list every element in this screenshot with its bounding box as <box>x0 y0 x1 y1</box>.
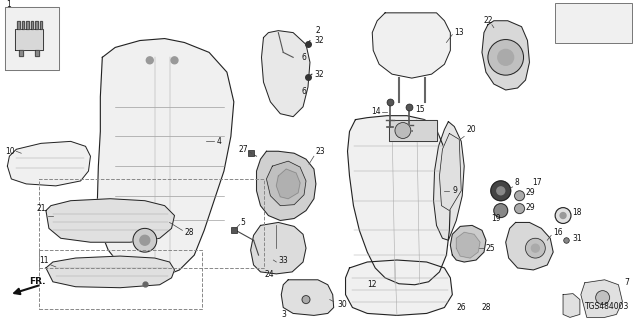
Polygon shape <box>35 21 38 29</box>
Circle shape <box>302 296 310 304</box>
Text: 17: 17 <box>532 179 542 188</box>
Polygon shape <box>97 38 234 278</box>
Bar <box>555 3 632 43</box>
Polygon shape <box>506 222 553 270</box>
Text: 13: 13 <box>454 28 464 37</box>
Circle shape <box>596 291 609 305</box>
Polygon shape <box>35 51 39 56</box>
Polygon shape <box>40 21 42 29</box>
Text: 21: 21 <box>36 204 45 213</box>
Text: 11: 11 <box>39 256 49 265</box>
Polygon shape <box>46 256 175 288</box>
Text: 26: 26 <box>456 303 466 312</box>
Polygon shape <box>456 232 480 258</box>
Text: 22: 22 <box>484 16 493 25</box>
Text: 28: 28 <box>184 228 194 237</box>
Circle shape <box>531 244 540 252</box>
Polygon shape <box>440 133 461 211</box>
Text: 27: 27 <box>239 145 248 154</box>
Circle shape <box>133 228 157 252</box>
Polygon shape <box>26 21 29 29</box>
Polygon shape <box>281 280 333 316</box>
Circle shape <box>494 204 508 218</box>
Text: TGS484003: TGS484003 <box>585 302 629 311</box>
Text: 20: 20 <box>466 125 476 134</box>
Polygon shape <box>389 120 436 141</box>
Polygon shape <box>17 21 20 29</box>
Polygon shape <box>251 222 306 274</box>
Text: 32: 32 <box>314 70 324 79</box>
Text: 29: 29 <box>525 203 535 212</box>
Text: 12: 12 <box>367 280 377 289</box>
Text: 15: 15 <box>415 105 424 114</box>
Polygon shape <box>348 116 451 285</box>
Polygon shape <box>22 21 24 29</box>
Polygon shape <box>266 161 306 206</box>
Polygon shape <box>563 294 580 317</box>
Text: 30: 30 <box>338 300 348 309</box>
Polygon shape <box>262 31 310 117</box>
Bar <box>39 250 202 309</box>
Polygon shape <box>451 225 486 262</box>
Polygon shape <box>257 151 316 220</box>
Bar <box>39 179 264 268</box>
Polygon shape <box>15 29 43 51</box>
Circle shape <box>140 235 150 245</box>
Polygon shape <box>5 7 59 70</box>
Text: 4: 4 <box>217 137 222 146</box>
Circle shape <box>488 40 524 75</box>
Text: 3: 3 <box>281 310 286 319</box>
Circle shape <box>515 204 525 213</box>
Text: 5: 5 <box>241 218 246 227</box>
Text: 25: 25 <box>486 244 495 253</box>
Polygon shape <box>46 199 175 242</box>
Text: 19: 19 <box>491 214 500 223</box>
Text: FR.: FR. <box>29 277 45 286</box>
Polygon shape <box>31 21 33 29</box>
Text: 24: 24 <box>264 270 274 279</box>
Text: 7: 7 <box>625 278 629 287</box>
Circle shape <box>498 49 514 65</box>
Circle shape <box>171 57 178 64</box>
Polygon shape <box>8 141 90 186</box>
Text: 6: 6 <box>301 53 306 62</box>
Polygon shape <box>482 21 529 90</box>
Circle shape <box>560 212 566 219</box>
Polygon shape <box>346 260 452 316</box>
Text: 32: 32 <box>314 36 324 45</box>
Polygon shape <box>581 280 622 317</box>
Circle shape <box>555 208 571 223</box>
Polygon shape <box>19 51 23 56</box>
Text: 1: 1 <box>6 0 11 9</box>
Text: 8: 8 <box>515 179 520 188</box>
Text: 10: 10 <box>5 147 15 156</box>
Text: 33: 33 <box>278 256 288 265</box>
Text: 14: 14 <box>371 107 381 116</box>
Circle shape <box>515 191 525 201</box>
Polygon shape <box>276 169 300 199</box>
Text: 6: 6 <box>301 87 306 96</box>
Circle shape <box>491 181 511 201</box>
Text: 9: 9 <box>452 186 457 195</box>
Polygon shape <box>433 122 464 240</box>
Circle shape <box>497 187 505 195</box>
Circle shape <box>147 57 153 64</box>
Text: 2: 2 <box>316 26 321 35</box>
Circle shape <box>395 123 411 139</box>
Text: 29: 29 <box>525 188 535 197</box>
Text: 16: 16 <box>553 228 563 237</box>
Text: 18: 18 <box>572 208 582 217</box>
Text: 28: 28 <box>481 303 490 312</box>
Text: 31: 31 <box>572 234 582 243</box>
Polygon shape <box>372 13 451 78</box>
Circle shape <box>525 238 545 258</box>
Text: 23: 23 <box>316 147 326 156</box>
